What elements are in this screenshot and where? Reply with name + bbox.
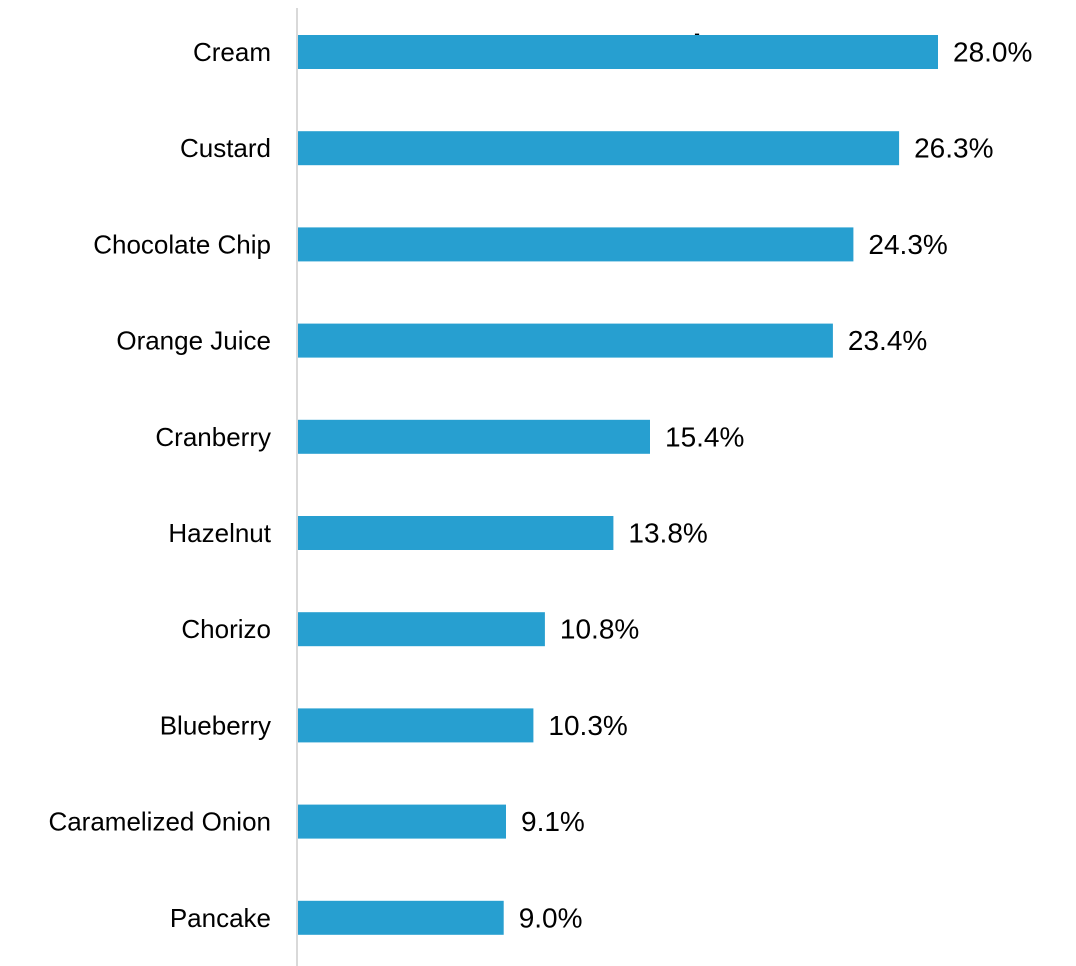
category-label: Chorizo <box>181 614 271 644</box>
value-label: 28.0% <box>953 37 1032 68</box>
bar <box>298 227 854 262</box>
category-label: Caramelized Onion <box>48 807 271 837</box>
bar <box>298 419 650 454</box>
value-label: 26.3% <box>914 133 993 164</box>
value-label: 13.8% <box>628 518 707 549</box>
category-label: Orange Juice <box>116 326 271 356</box>
bar <box>298 516 614 550</box>
value-label: 15.4% <box>665 421 744 452</box>
category-label: Blueberry <box>160 710 271 740</box>
category-label: Cranberry <box>155 422 271 452</box>
value-labels: 28.0% 26.3% 24.3% 23.4% 15.4% 13.8% 10.8% 10.3%… <box>519 37 1033 934</box>
category-label: Hazelnut <box>168 518 271 548</box>
bar <box>298 900 504 935</box>
bar <box>298 131 900 166</box>
bar <box>298 612 545 647</box>
category-label: Pancake <box>170 903 271 933</box>
bar <box>298 323 833 358</box>
category-label: Cream <box>193 37 271 67</box>
bar <box>298 804 506 839</box>
category-label: Chocolate Chip <box>93 229 271 259</box>
value-label: 10.3% <box>548 710 627 741</box>
value-label: 23.4% <box>848 325 927 356</box>
value-label: 9.1% <box>521 806 585 837</box>
bar <box>298 35 938 69</box>
value-label: 10.8% <box>560 614 639 645</box>
chart-title: . <box>693 12 701 45</box>
value-label: 24.3% <box>868 229 947 260</box>
bar <box>298 708 534 743</box>
category-labels: Cream Custard Chocolate Chip Orange Juice Cr… <box>48 37 271 933</box>
category-label: Custard <box>180 133 271 163</box>
bars-group <box>298 35 938 935</box>
value-label: 9.0% <box>519 902 583 933</box>
